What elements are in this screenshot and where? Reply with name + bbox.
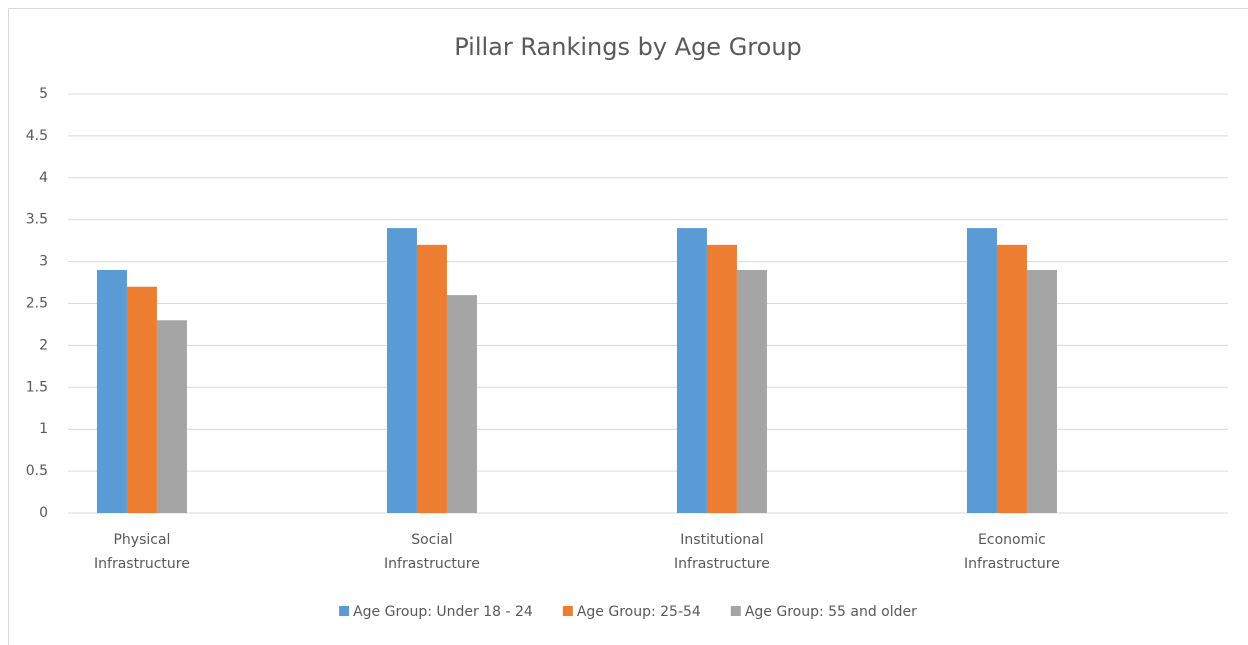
bar: [676, 228, 707, 513]
bar: [996, 244, 1027, 513]
bar: [96, 269, 127, 513]
bar: [706, 244, 737, 513]
x-tick-label: Social Infrastructure: [384, 532, 480, 572]
y-tick-label: 1.5: [26, 379, 48, 395]
legend-label: Age Group: Under 18 - 24: [353, 604, 533, 620]
y-tick-label: 0.5: [26, 463, 48, 479]
bar: [156, 320, 187, 513]
y-tick-label: 2: [39, 337, 48, 353]
legend-label: Age Group: 25-54: [577, 604, 701, 620]
y-tick-label: 0: [39, 505, 48, 521]
bar: [416, 244, 447, 513]
bar: [966, 228, 997, 513]
x-tick-label: Economic Infrastructure: [964, 532, 1060, 572]
bar: [736, 269, 767, 513]
x-tick-label: Institutional Infrastructure: [674, 532, 770, 572]
y-tick-label: 4.5: [26, 128, 48, 144]
y-tick-label: 3: [39, 254, 48, 270]
bar: [1026, 269, 1057, 513]
legend-swatch: [339, 606, 350, 616]
y-tick-label: 2.5: [26, 296, 48, 312]
chart-border: [8, 8, 1248, 645]
bar: [446, 295, 477, 513]
legend-label: Age Group: 55 and older: [745, 604, 917, 620]
bar: [126, 286, 157, 513]
bar: [386, 228, 417, 513]
y-tick-label: 4: [39, 170, 48, 186]
y-tick-label: 3.5: [26, 212, 48, 228]
chart-title: Pillar Rankings by Age Group: [454, 33, 802, 61]
y-tick-label: 5: [39, 86, 48, 102]
x-tick-label: Physical Infrastructure: [94, 532, 190, 572]
legend-swatch: [730, 606, 741, 616]
y-tick-label: 1: [39, 421, 48, 437]
legend-swatch: [562, 606, 573, 616]
